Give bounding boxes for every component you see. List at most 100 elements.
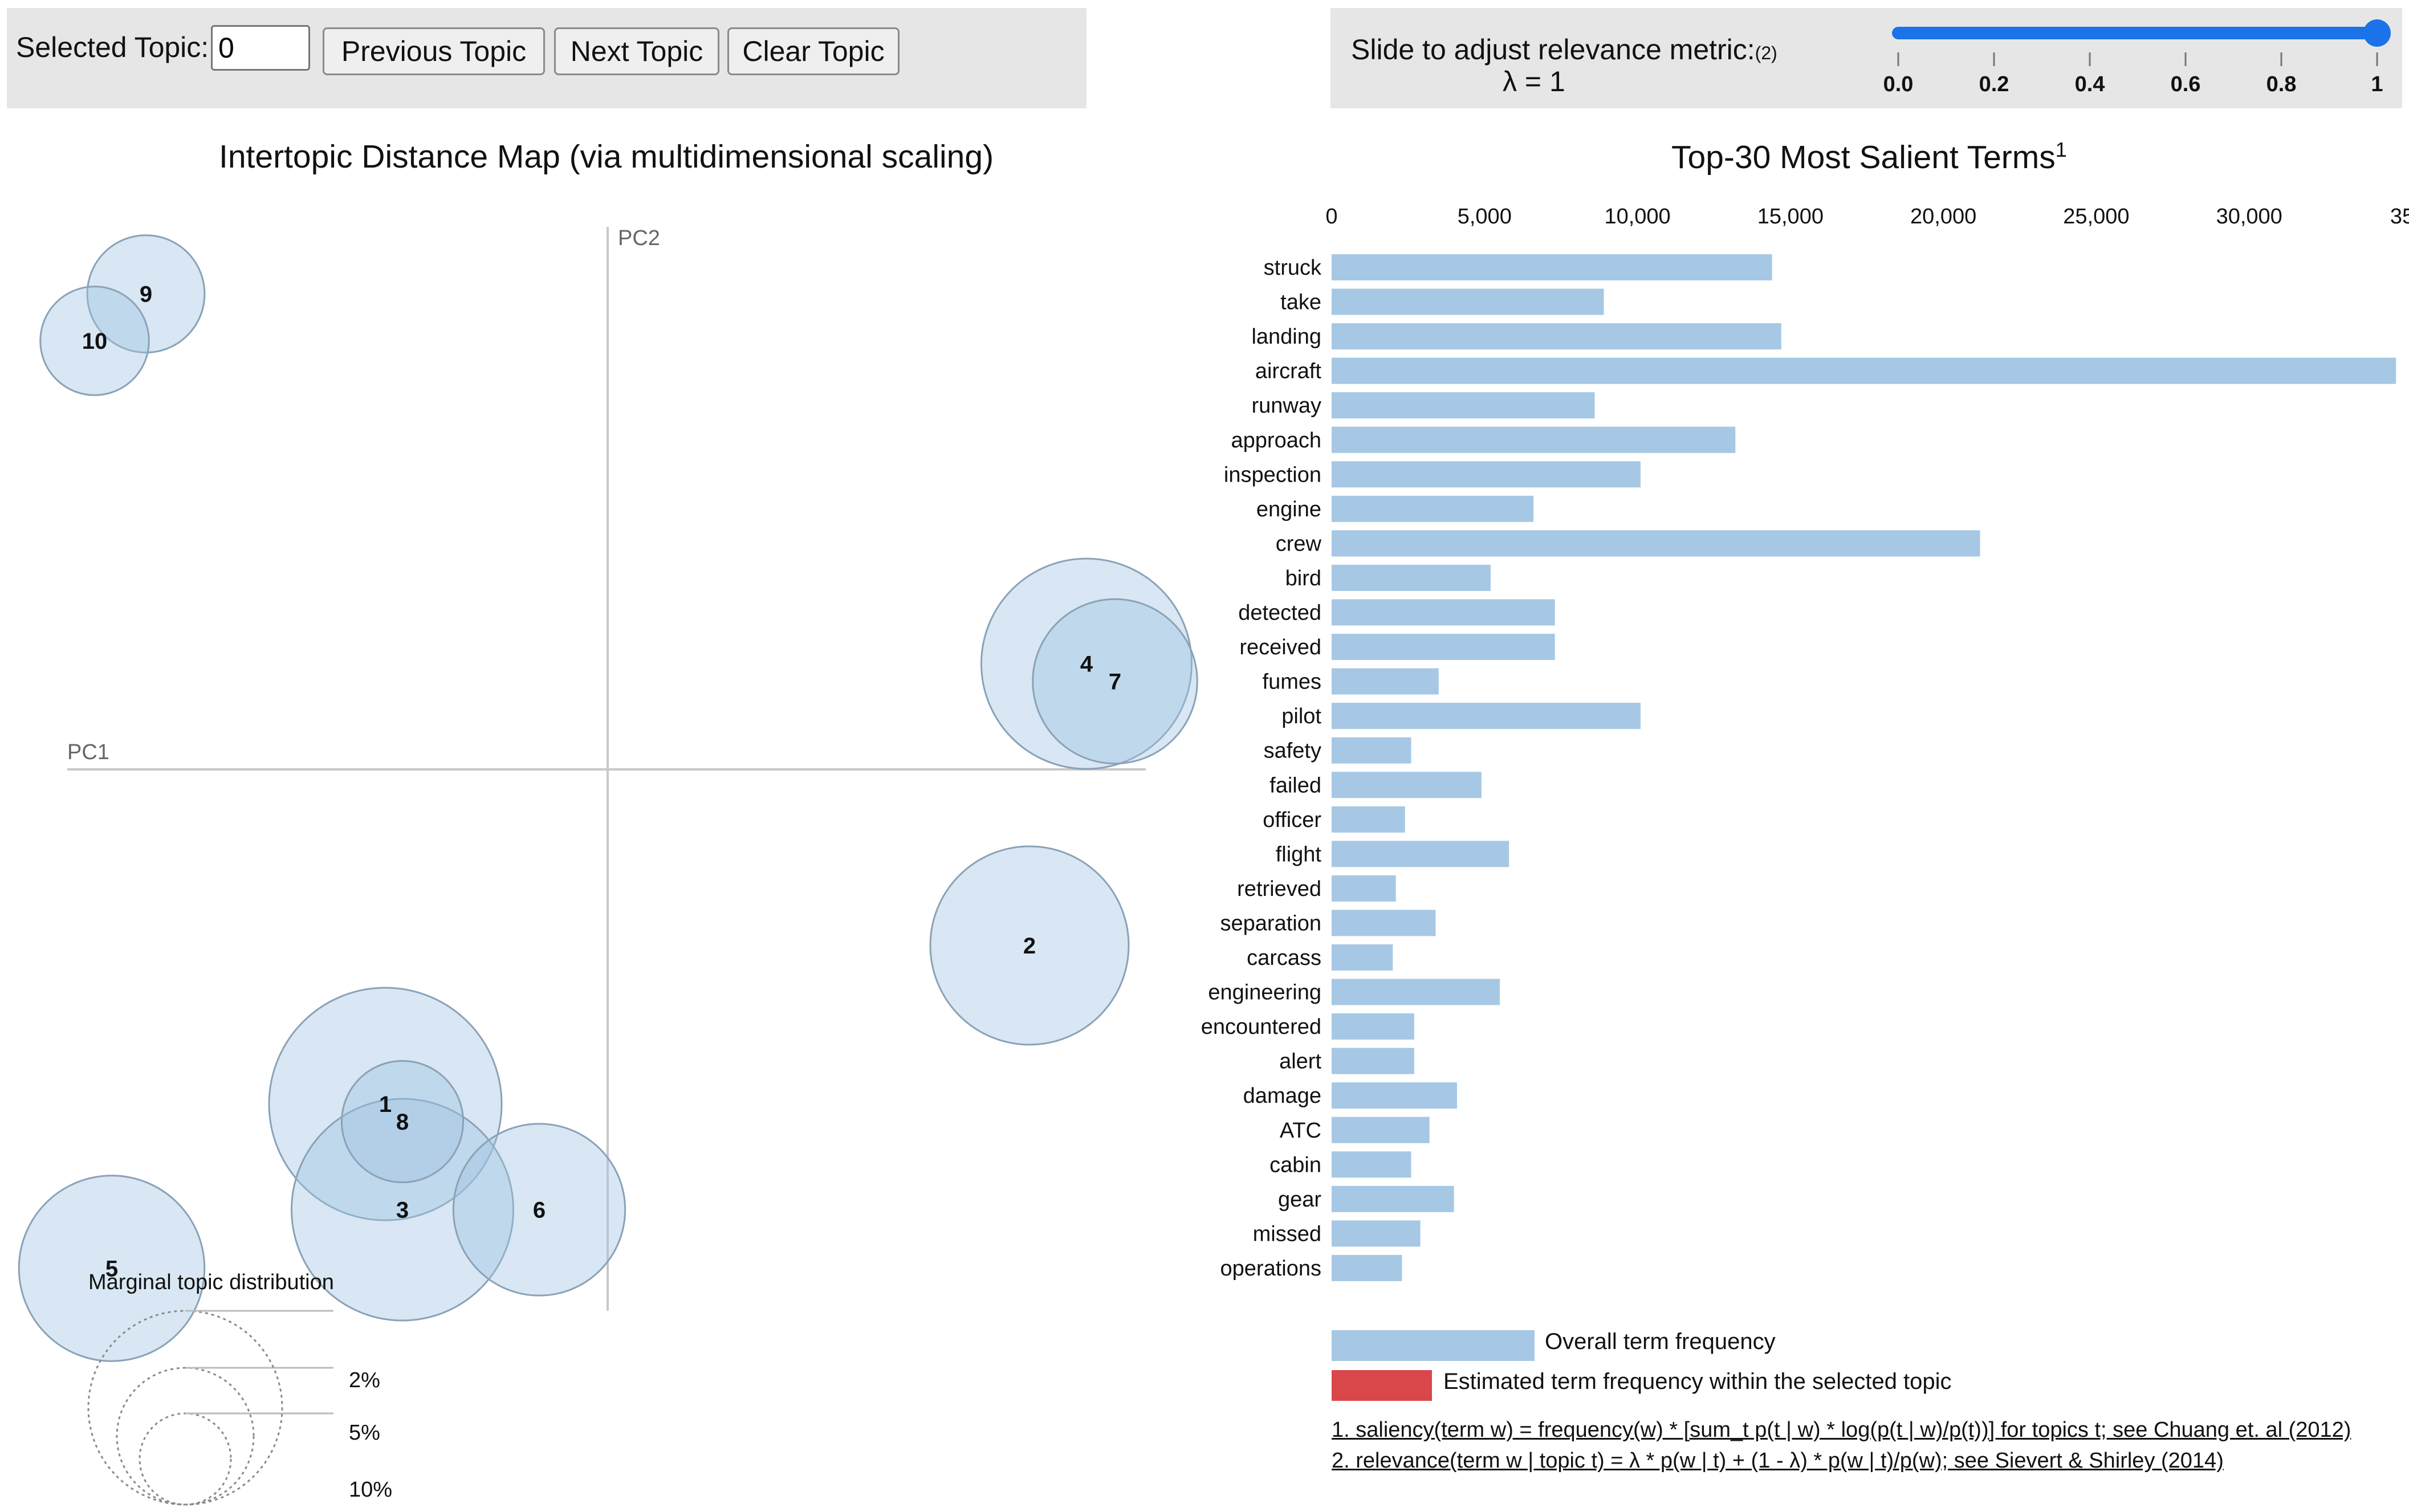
term-label-crew[interactable]: crew (1276, 532, 1322, 556)
term-bar-bird[interactable] (1332, 564, 1491, 591)
topic-circle-7[interactable] (1032, 598, 1198, 765)
topic-label-5[interactable]: 5 (105, 1257, 118, 1282)
topic-circle-2[interactable] (929, 845, 1130, 1046)
term-label-ATC[interactable]: ATC (1280, 1119, 1321, 1143)
term-bar-gear[interactable] (1332, 1185, 1454, 1212)
topic-label-2[interactable]: 2 (1023, 934, 1036, 959)
topic-label-7[interactable]: 7 (1109, 670, 1121, 695)
topic-circle-1[interactable] (268, 987, 503, 1221)
term-label-inspection[interactable]: inspection (1224, 463, 1321, 487)
term-bar-safety[interactable] (1332, 737, 1411, 764)
term-bar-ATC[interactable] (1332, 1116, 1430, 1143)
term-bar-take[interactable] (1332, 288, 1604, 315)
term-bar-failed[interactable] (1332, 772, 1482, 798)
term-label-take[interactable]: take (1280, 291, 1321, 315)
term-label-retrieved[interactable]: retrieved (1237, 877, 1321, 901)
topic-label-8[interactable]: 8 (396, 1110, 409, 1135)
footnote-saliency[interactable]: 1. saliency(term w) = frequency(w) * [su… (1332, 1418, 2351, 1442)
term-bar-operations[interactable] (1332, 1254, 1402, 1281)
term-label-separation[interactable]: separation (1220, 911, 1321, 935)
term-bar-received[interactable] (1332, 634, 1555, 661)
term-bar-aircraft[interactable] (1332, 357, 2396, 384)
term-label-operations[interactable]: operations (1220, 1257, 1321, 1281)
bar-xtick-label: 0 (1325, 205, 1337, 229)
term-label-carcass[interactable]: carcass (1247, 946, 1321, 970)
term-bar-fumes[interactable] (1332, 668, 1439, 695)
bar-xtick-label: 10,000 (1604, 205, 1670, 229)
term-bar-flight[interactable] (1332, 841, 1509, 867)
term-label-fumes[interactable]: fumes (1263, 670, 1321, 694)
term-label-bird[interactable]: bird (1285, 567, 1321, 590)
slider-tick-label: 0.2 (1979, 72, 2009, 96)
term-bar-landing[interactable] (1332, 323, 1781, 350)
topic-label-6[interactable]: 6 (533, 1198, 546, 1223)
term-label-landing[interactable]: landing (1251, 325, 1321, 349)
topic-label-3[interactable]: 3 (396, 1198, 409, 1223)
footnote-relevance[interactable]: 2. relevance(term w | topic t) = λ * p(w… (1332, 1449, 2224, 1473)
size-legend-label: 10% (349, 1478, 392, 1502)
term-bar-cabin[interactable] (1332, 1151, 1411, 1178)
term-bar-encountered[interactable] (1332, 1013, 1414, 1040)
topic-label-4[interactable]: 4 (1080, 652, 1093, 677)
term-bar-separation[interactable] (1332, 910, 1436, 936)
term-bar-struck[interactable] (1332, 254, 1772, 280)
term-label-officer[interactable]: officer (1263, 808, 1321, 832)
term-label-missed[interactable]: missed (1253, 1222, 1321, 1246)
term-bar-retrieved[interactable] (1332, 875, 1396, 902)
term-bar-runway[interactable] (1332, 392, 1595, 419)
term-label-received[interactable]: received (1239, 635, 1321, 659)
topic-label-10[interactable]: 10 (82, 329, 108, 354)
term-bar-detected[interactable] (1332, 599, 1555, 626)
term-bar-approach[interactable] (1332, 426, 1736, 453)
slider-tick-label: 0.6 (2171, 72, 2201, 96)
term-bar-carcass[interactable] (1332, 944, 1393, 971)
term-label-encountered[interactable]: encountered (1201, 1015, 1321, 1039)
term-label-aircraft[interactable]: aircraft (1255, 360, 1322, 384)
relevance-label: Slide to adjust relevance metric:(2) (1351, 34, 1777, 66)
term-bar-damage[interactable] (1332, 1082, 1457, 1109)
topic-circle-8[interactable] (340, 1059, 465, 1184)
term-bar-inspection[interactable] (1332, 461, 1641, 488)
term-label-safety[interactable]: safety (1264, 739, 1321, 763)
term-bar-officer[interactable] (1332, 806, 1405, 833)
term-bar-alert[interactable] (1332, 1048, 1414, 1074)
bar-xtick-label: 35 (2390, 205, 2409, 229)
topic-circle-10[interactable] (39, 286, 150, 396)
legend-topic-swatch (1332, 1370, 1432, 1401)
term-bar-pilot[interactable] (1332, 703, 1641, 729)
topic-circle-6[interactable] (452, 1123, 626, 1297)
term-label-engine[interactable]: engine (1256, 498, 1321, 521)
term-label-gear[interactable]: gear (1278, 1188, 1321, 1212)
topic-label-1[interactable]: 1 (379, 1092, 392, 1117)
term-bar-engineering[interactable] (1332, 979, 1500, 1005)
size-legend-title: Marginal topic distribution (88, 1270, 334, 1294)
term-label-pilot[interactable]: pilot (1281, 704, 1321, 728)
term-label-damage[interactable]: damage (1243, 1084, 1321, 1108)
term-bar-engine[interactable] (1332, 495, 1534, 522)
term-label-flight[interactable]: flight (1276, 842, 1322, 866)
term-label-approach[interactable]: approach (1231, 429, 1321, 453)
next-topic-button[interactable]: Next Topic (554, 27, 719, 75)
topic-circle-3[interactable] (290, 1098, 515, 1322)
relevance-slider[interactable]: 0.0 0.2 0.4 0.6 0.8 1 (1883, 19, 2391, 96)
term-label-runway[interactable]: runway (1252, 394, 1322, 418)
topic-circle-9[interactable] (86, 234, 206, 354)
slider-handle[interactable] (2363, 19, 2391, 47)
term-label-cabin[interactable]: cabin (1269, 1153, 1321, 1177)
term-bar-missed[interactable] (1332, 1220, 1421, 1247)
term-label-engineering[interactable]: engineering (1208, 981, 1321, 1005)
pc2-axis-label: PC2 (618, 226, 660, 250)
topic-label-9[interactable]: 9 (140, 282, 152, 307)
salient-terms-bar-chart: 0 5,000 10,000 15,000 20,000 25,000 30,000 35 st… (1201, 205, 2409, 1281)
clear-topic-button[interactable]: Clear Topic (727, 27, 900, 75)
size-legend-circle (139, 1412, 232, 1506)
intertopic-map-title: Intertopic Distance Map (via multidimens… (219, 138, 994, 175)
term-label-failed[interactable]: failed (1269, 773, 1321, 797)
term-label-detected[interactable]: detected (1238, 601, 1321, 625)
topic-circle-4[interactable] (980, 557, 1193, 770)
term-label-struck[interactable]: struck (1264, 256, 1322, 280)
term-bar-crew[interactable] (1332, 530, 1980, 557)
previous-topic-button[interactable]: Previous Topic (323, 27, 545, 75)
term-label-alert[interactable]: alert (1279, 1050, 1321, 1074)
selected-topic-input[interactable] (211, 25, 310, 71)
